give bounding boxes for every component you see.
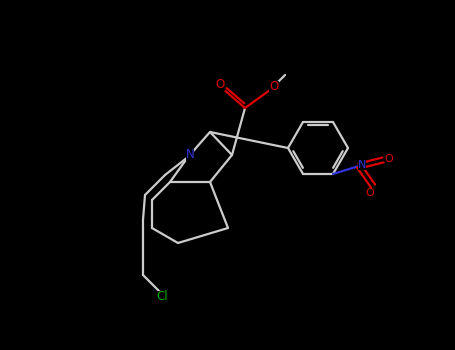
Text: Cl: Cl (156, 290, 168, 303)
Text: O: O (269, 80, 278, 93)
Text: N: N (186, 147, 194, 161)
Text: O: O (366, 188, 374, 198)
Text: O: O (215, 77, 225, 91)
Text: O: O (384, 154, 394, 164)
Text: N: N (358, 160, 366, 170)
